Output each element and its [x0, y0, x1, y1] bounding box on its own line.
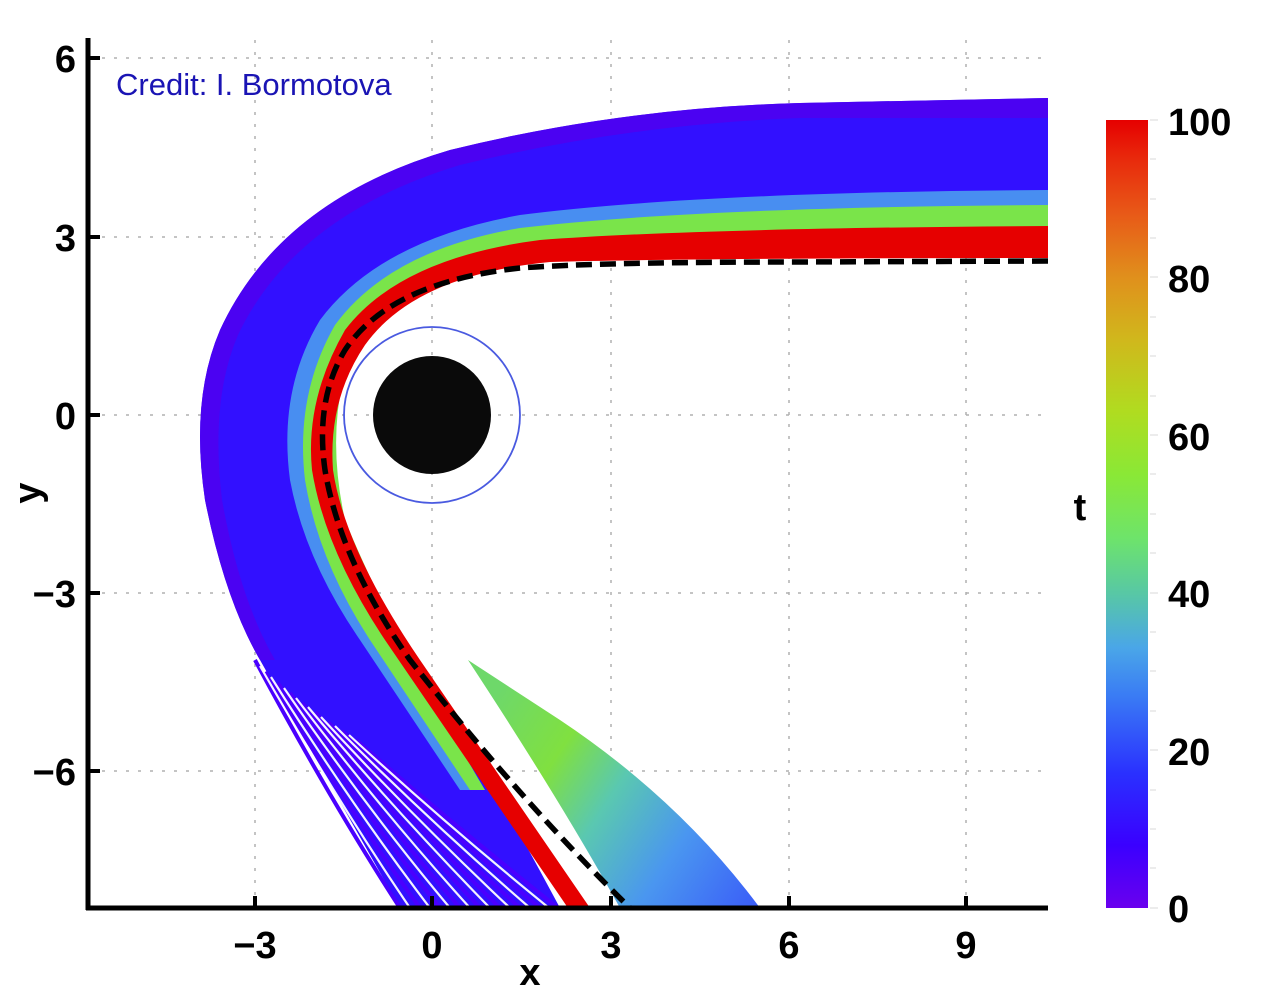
ray-stripes: [253, 659, 560, 908]
y-tick-label: 6: [55, 39, 76, 81]
black-hole: [373, 356, 491, 474]
x-tick-label: 0: [421, 925, 442, 967]
x-tick-label: 9: [955, 925, 976, 967]
x-tick-label: −3: [233, 925, 276, 967]
tick-marks: [88, 56, 968, 908]
geodesic-beam: [200, 98, 1048, 908]
colorbar-tick-label: 40: [1168, 574, 1210, 616]
y-tick-label: −3: [33, 574, 76, 616]
x-axis-label: x: [519, 952, 540, 994]
colorbar-tick-label: 0: [1168, 889, 1189, 931]
y-tick-label: −6: [33, 752, 76, 794]
y-axis-label: y: [7, 482, 49, 503]
colorbar-tick-label: 100: [1168, 102, 1231, 144]
credit-annotation: Credit: I. Bormotova: [116, 67, 392, 102]
colorbar-tick-label: 60: [1168, 417, 1210, 459]
y-tick-label: 0: [55, 396, 76, 438]
x-tick-label: 6: [778, 925, 799, 967]
photon-sphere-circle: [343, 326, 521, 504]
axes: [85, 38, 1048, 911]
colorbar-minor-ticks: [1150, 119, 1158, 909]
critical-trajectory: [319, 258, 1048, 908]
y-tick-label: 3: [55, 218, 76, 260]
colorbar-label: t: [1074, 487, 1087, 529]
colorbar-tick-label: 80: [1168, 259, 1210, 301]
colorbar: [1106, 120, 1148, 908]
colorbar-tick-label: 20: [1168, 732, 1210, 774]
x-tick-label: 3: [600, 925, 621, 967]
